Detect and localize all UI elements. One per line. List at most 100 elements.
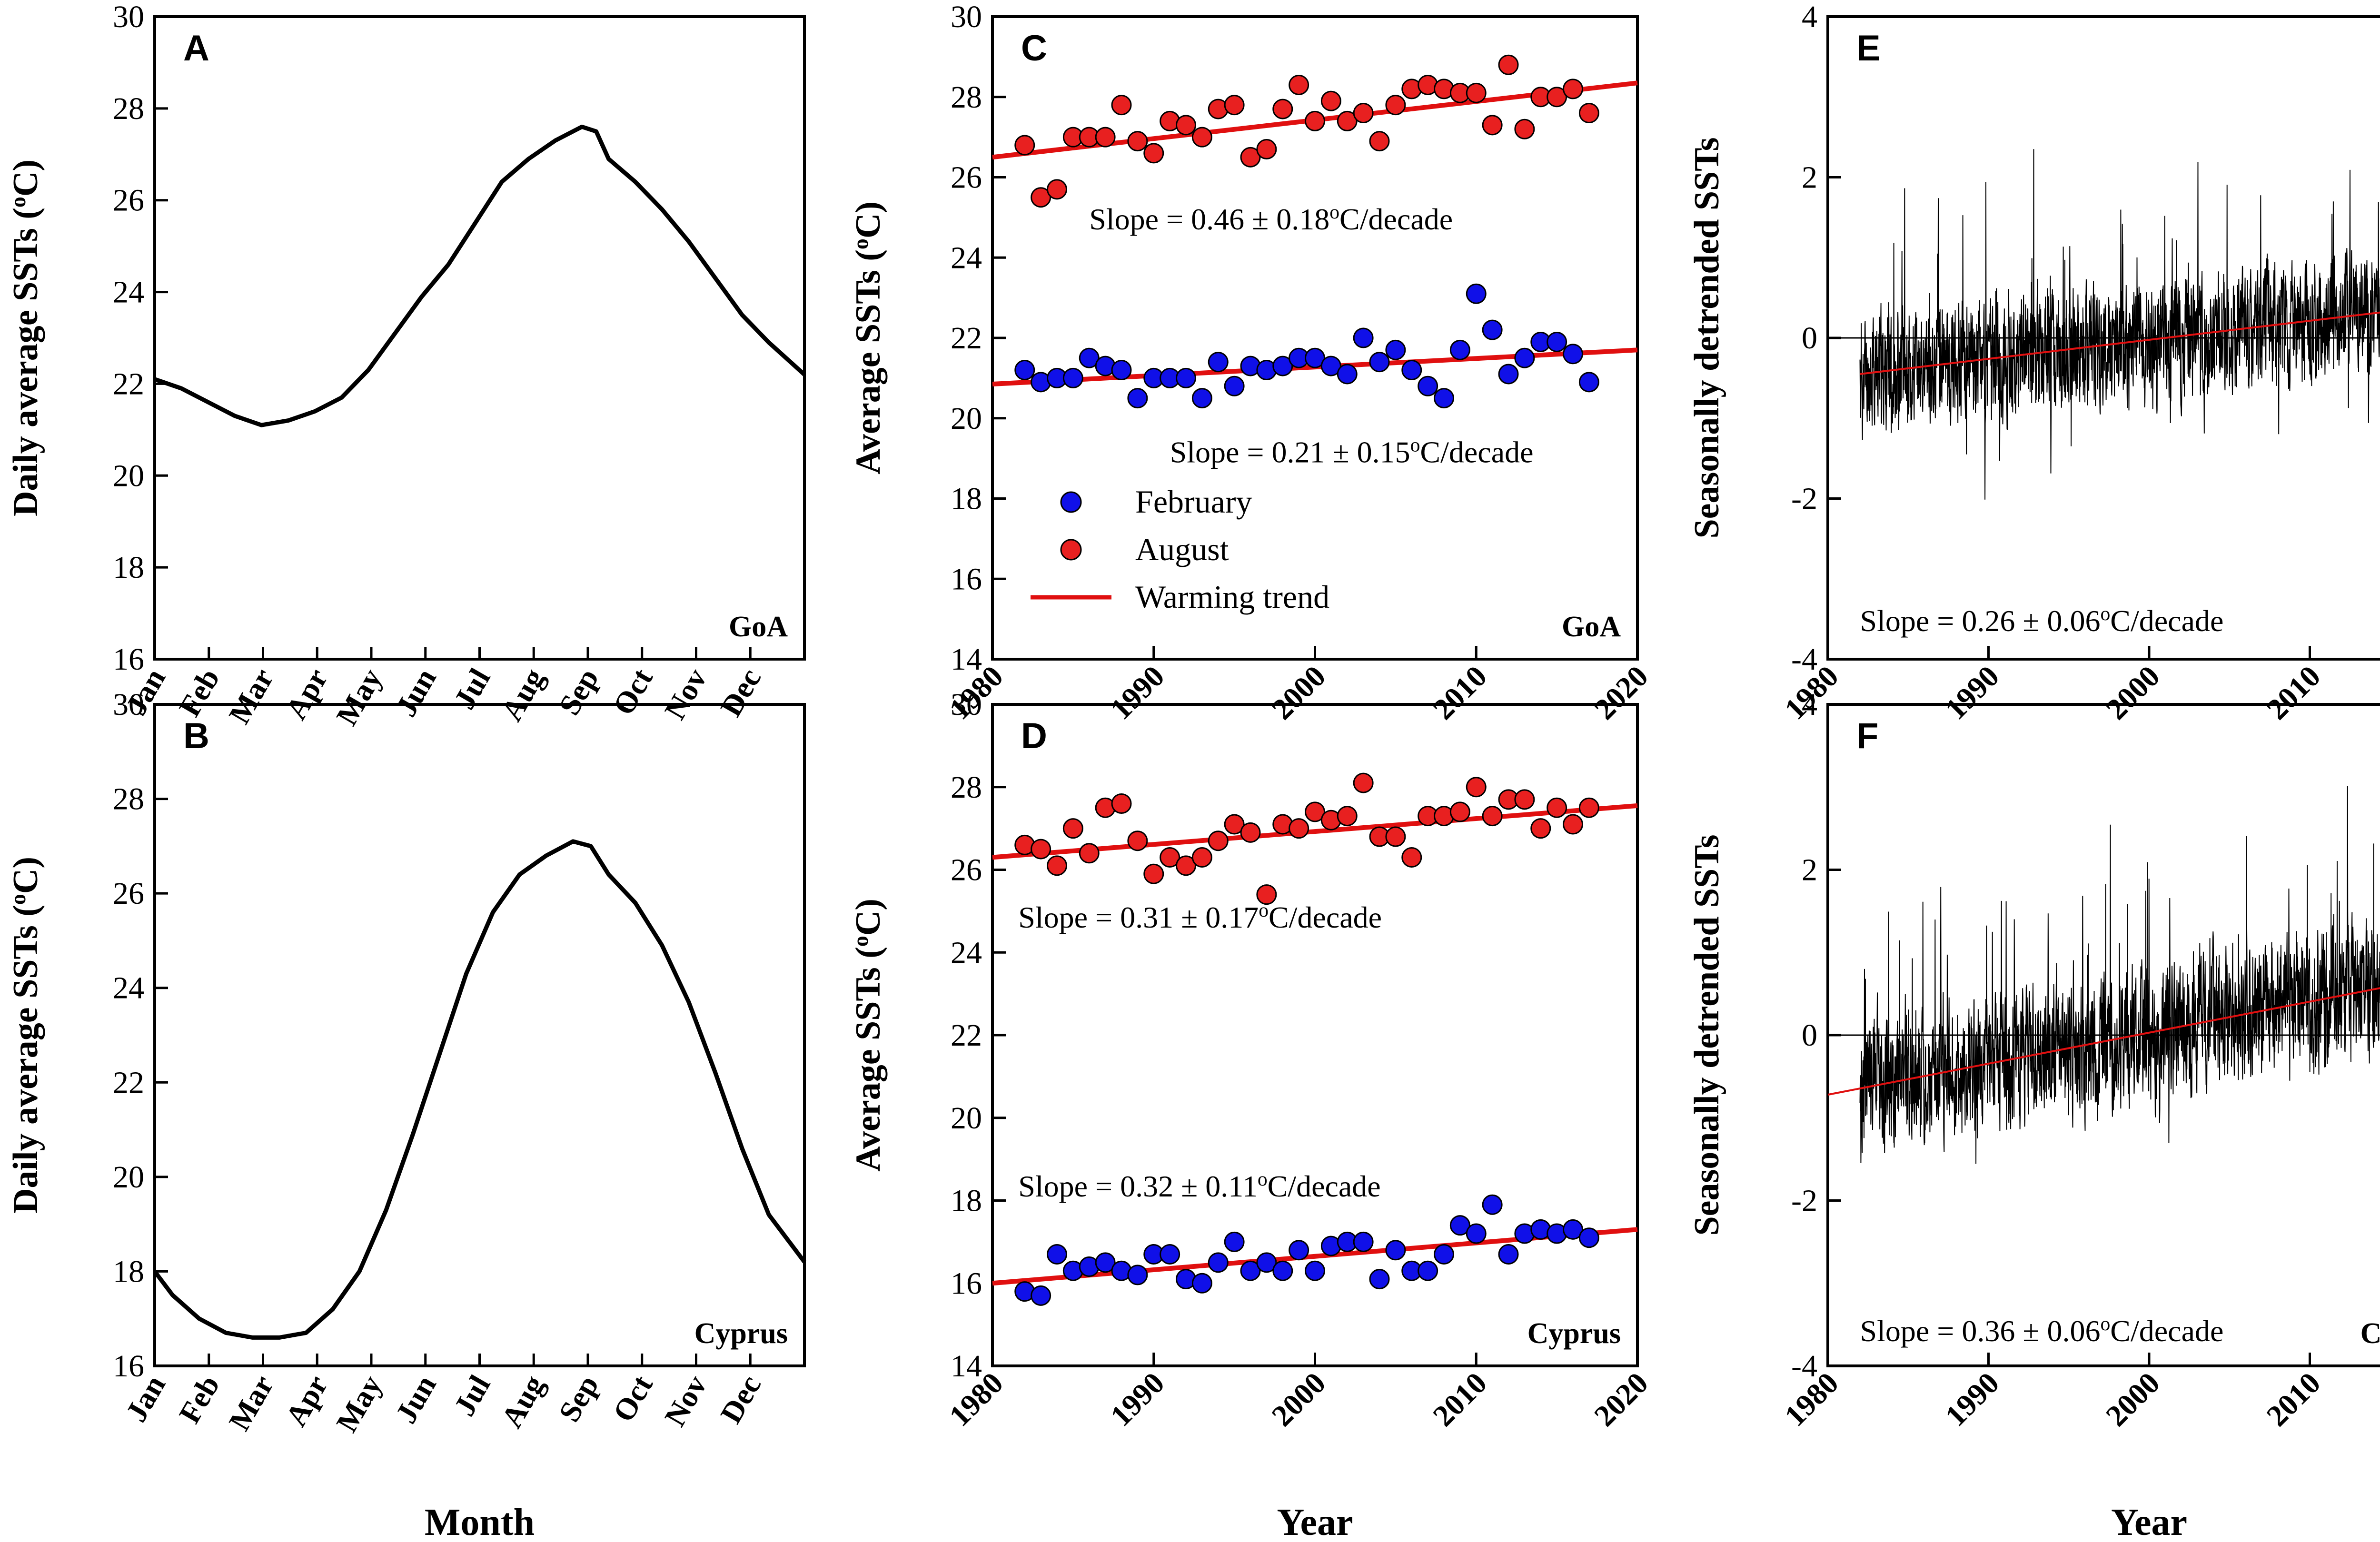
x-tick-label: Feb bbox=[172, 1370, 226, 1429]
data-point bbox=[1482, 1194, 1503, 1215]
data-point bbox=[1498, 364, 1519, 385]
y-title-unit: C) bbox=[849, 201, 888, 238]
y-title-main: Average SSTs ( bbox=[849, 249, 888, 474]
data-point bbox=[1385, 826, 1406, 847]
y-title-unit: C) bbox=[6, 857, 45, 894]
data-point bbox=[1111, 793, 1132, 814]
x-tick-label: Feb bbox=[172, 663, 226, 722]
data-point bbox=[1014, 360, 1035, 380]
data-point bbox=[1160, 1244, 1180, 1265]
x-tick-label: May bbox=[329, 1370, 388, 1438]
data-point bbox=[1449, 339, 1470, 360]
y-axis-title-A: Daily average SSTs (oC) bbox=[6, 159, 46, 516]
plot-frame-A bbox=[153, 15, 806, 661]
x-axis-title-F: Year bbox=[2111, 1502, 2187, 1542]
data-point bbox=[1176, 855, 1196, 876]
data-point bbox=[1578, 103, 1599, 123]
x-tick-label: Apr bbox=[279, 1370, 335, 1432]
slope-annotation: Slope = 0.46 ± 0.18oC/decade bbox=[1089, 201, 1453, 236]
data-point bbox=[1062, 818, 1083, 839]
y-title-degree: o bbox=[848, 936, 873, 947]
data-point bbox=[1449, 801, 1470, 822]
y-tick-label: 22 bbox=[951, 321, 982, 356]
x-tick-label: Jun bbox=[389, 1370, 443, 1429]
data-point bbox=[1498, 1244, 1519, 1265]
data-point bbox=[1143, 863, 1164, 884]
x-tick-label: 2000 bbox=[1265, 659, 1332, 726]
data-point bbox=[1337, 364, 1358, 385]
trend-line-D-0 bbox=[992, 803, 1638, 860]
x-tick-label: 2010 bbox=[2260, 659, 2327, 726]
y-title-main: Daily average SSTs ( bbox=[6, 208, 45, 516]
data-point bbox=[1337, 806, 1358, 827]
region-label-A: GoA bbox=[729, 611, 788, 643]
data-point bbox=[1031, 1285, 1051, 1306]
data-point bbox=[1095, 1252, 1116, 1273]
data-point bbox=[1466, 1223, 1487, 1244]
data-point bbox=[1079, 347, 1100, 368]
data-point bbox=[1047, 179, 1067, 200]
slope-annotation: Slope = 0.26 ± 0.06oC/decade bbox=[1860, 603, 2224, 638]
data-point bbox=[1191, 1273, 1212, 1294]
slope-annotation-degree: o bbox=[1329, 201, 1339, 223]
y-title-degree: o bbox=[848, 238, 873, 249]
y-title-unit: C) bbox=[849, 899, 888, 936]
y-tick-label: 22 bbox=[113, 366, 144, 401]
data-point bbox=[1547, 331, 1567, 352]
slope-annotation-unit: C/decade bbox=[2110, 1314, 2223, 1348]
y-tick-label: 4 bbox=[1802, 687, 1817, 722]
data-point bbox=[1160, 847, 1180, 868]
y-tick-label: 24 bbox=[951, 935, 982, 970]
x-tick-label: 1990 bbox=[1939, 659, 2006, 726]
y-tick-label: 16 bbox=[113, 1349, 144, 1384]
data-point bbox=[1240, 822, 1261, 843]
legend-label: February bbox=[1135, 484, 1252, 520]
x-tick-label: Nov bbox=[658, 663, 714, 725]
data-point bbox=[1578, 797, 1599, 818]
slope-annotation-unit: C/decade bbox=[1420, 435, 1533, 469]
anomaly-series-E bbox=[1859, 149, 2380, 500]
data-point bbox=[1434, 1244, 1454, 1265]
data-point bbox=[1563, 1219, 1583, 1240]
y-tick-label: -4 bbox=[1791, 642, 1817, 677]
data-point bbox=[1369, 1269, 1390, 1290]
series-february-C bbox=[1014, 283, 1599, 409]
series-august-C bbox=[1014, 54, 1599, 208]
data-point bbox=[1208, 830, 1229, 851]
data-point bbox=[1385, 1240, 1406, 1261]
y-tick-label: 16 bbox=[951, 562, 982, 596]
data-point bbox=[1466, 777, 1487, 798]
data-point bbox=[1062, 367, 1083, 388]
data-point bbox=[1563, 814, 1583, 835]
x-tick-label: 1990 bbox=[1104, 659, 1171, 726]
data-point bbox=[1208, 352, 1229, 373]
data-point bbox=[1143, 143, 1164, 164]
data-point bbox=[1191, 388, 1212, 409]
legend-marker bbox=[1060, 539, 1082, 561]
panel-label-F: F bbox=[1856, 716, 1878, 756]
data-point bbox=[1498, 54, 1519, 75]
x-tick-label: 1980 bbox=[1778, 1366, 1845, 1433]
trend-line-E bbox=[1860, 311, 2380, 375]
data-point bbox=[1176, 367, 1196, 388]
data-point bbox=[1224, 1231, 1245, 1252]
data-point bbox=[1305, 801, 1325, 822]
slope-annotation: Slope = 0.21 ± 0.15oC/decade bbox=[1170, 434, 1534, 469]
data-point bbox=[1095, 127, 1116, 148]
data-point bbox=[1466, 283, 1487, 304]
y-axis-B: 16 18 20 22 24 26 28 30 bbox=[113, 687, 168, 1384]
y-tick-label: 20 bbox=[113, 1160, 144, 1195]
data-point bbox=[1224, 376, 1245, 396]
y-tick-label: 2 bbox=[1802, 853, 1817, 888]
x-tick-label: Jul bbox=[447, 1370, 496, 1422]
slope-annotation: Slope = 0.31 ± 0.17oC/decade bbox=[1018, 899, 1382, 934]
data-point bbox=[1353, 772, 1374, 793]
data-point bbox=[1578, 372, 1599, 393]
data-point bbox=[1547, 797, 1567, 818]
data-point bbox=[1449, 1215, 1470, 1236]
y-tick-label: 28 bbox=[951, 770, 982, 805]
x-tick-label: 2010 bbox=[1426, 659, 1493, 726]
data-point bbox=[1224, 95, 1245, 116]
slope-annotation: Slope = 0.36 ± 0.06oC/decade bbox=[1860, 1313, 2224, 1348]
